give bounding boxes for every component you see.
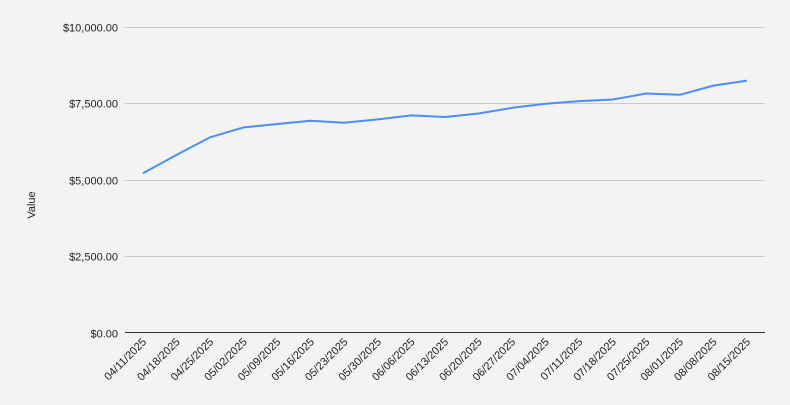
y-tick-label: $5,000.00 [69, 176, 118, 188]
y-tick-label: $7,500.00 [69, 99, 118, 111]
y-axis-label: Value [26, 191, 38, 218]
y-tick-label: $10,000.00 [63, 23, 118, 35]
x-axis-ticks: 04/11/202504/18/202504/25/202505/02/2025… [102, 336, 753, 383]
y-axis-ticks: $0.00 $2,500.00 $5,000.00 $7,500.00 $10,000.… [63, 23, 118, 341]
series-group [142, 79, 748, 175]
y-tick-label: $2,500.00 [69, 252, 118, 264]
y-tick-label: $0.00 [90, 329, 118, 341]
gridlines [125, 27, 765, 257]
series-line [142, 79, 748, 175]
